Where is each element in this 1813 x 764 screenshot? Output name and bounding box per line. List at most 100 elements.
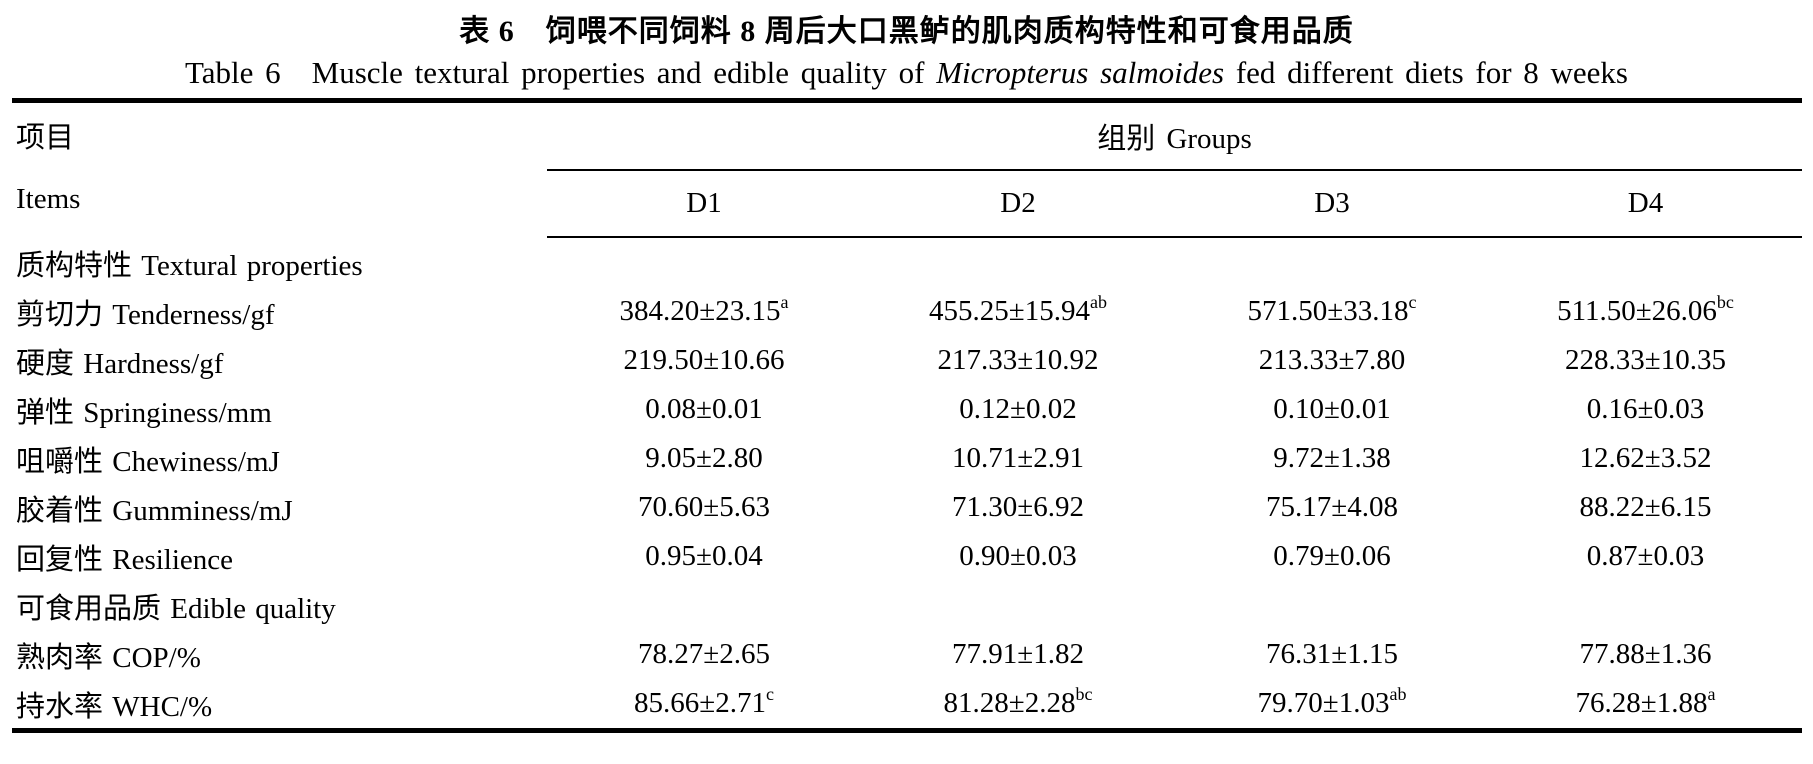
- value-text: 217.33±10.92: [937, 344, 1099, 376]
- value-cell: 219.50±10.66: [547, 336, 861, 385]
- significance-superscript: ab: [1089, 292, 1107, 312]
- value-cell: 571.50±33.18c: [1175, 287, 1489, 336]
- row-label: 熟肉率 COP/%: [16, 641, 201, 674]
- items-header-zh: 项目: [16, 122, 75, 154]
- table-row: 咀嚼性 Chewiness/mJ 9.05±2.80 10.71±2.91 9.72±…: [12, 434, 1802, 483]
- table-row: 弹性 Springiness/mm 0.08±0.01 0.12±0.02 0.10±…: [12, 385, 1802, 434]
- value-cell: 77.88±1.36: [1489, 630, 1802, 679]
- value-text: 455.25±15.94: [929, 295, 1090, 327]
- value-cell: 9.72±1.38: [1175, 434, 1489, 483]
- row-label: 回复性 Resilience: [16, 543, 234, 576]
- results-table: 项目 Items 组别 Groups D1 D2 D3 D4 质构特性 Textura…: [12, 98, 1803, 733]
- value-text: 0.95±0.04: [645, 540, 763, 572]
- value-cell: 85.66±2.71c: [547, 679, 861, 731]
- value-cell: 384.20±23.15a: [547, 287, 861, 336]
- groups-header-cell: 组别 Groups: [547, 100, 1803, 171]
- row-label: 持水率 WHC/%: [16, 690, 213, 723]
- significance-superscript: c: [1408, 292, 1417, 312]
- header-row-groups: 项目 Items 组别 Groups: [12, 100, 1803, 215]
- row-label: 硬度 Hardness/gf: [16, 347, 224, 380]
- value-cell: 0.12±0.02: [861, 385, 1175, 434]
- value-cell: 77.91±1.82: [861, 630, 1175, 679]
- table-title-zh: 表 6 饲喂不同饲料 8 周后大口黑鲈的肌肉质构特性和可食用品质: [459, 15, 1354, 48]
- value-cell: 81.28±2.28bc: [861, 679, 1175, 731]
- table-row: 胶着性 Gumminess/mJ 70.60±5.63 71.30±6.92 75.1…: [12, 483, 1802, 532]
- significance-superscript: a: [1707, 684, 1716, 704]
- value-cell: 76.28±1.88a: [1489, 679, 1802, 731]
- value-text: 511.50±26.06: [1557, 295, 1717, 327]
- value-text: 0.16±0.03: [1586, 393, 1705, 425]
- row-label: 质构特性 Textural properties: [16, 249, 363, 282]
- value-text: 0.10±0.01: [1273, 393, 1391, 425]
- value-cell: 88.22±6.15: [1489, 483, 1802, 532]
- value-cell: 0.90±0.03: [861, 532, 1175, 581]
- row-label: 可食用品质 Edible quality: [16, 592, 336, 625]
- value-cell: 0.08±0.01: [547, 385, 861, 434]
- table-title-en-prefix: Table 6 Muscle textural properties and e…: [185, 55, 937, 90]
- value-text: 77.88±1.36: [1579, 638, 1712, 670]
- table-row: 持水率 WHC/% 85.66±2.71c 81.28±2.28bc 79.70±1.…: [12, 679, 1802, 731]
- table-title-en-suffix: fed different diets for 8 weeks: [1224, 55, 1628, 90]
- value-cell: 0.16±0.03: [1489, 385, 1802, 434]
- value-cell: 455.25±15.94ab: [861, 287, 1175, 336]
- table-row: 硬度 Hardness/gf 219.50±10.66 217.33±10.92 21…: [12, 336, 1802, 385]
- header-row-diet-columns: D1 D2 D3 D4: [12, 170, 1803, 238]
- value-text: 71.30±6.92: [952, 491, 1084, 523]
- value-text: 384.20±23.15: [619, 295, 781, 327]
- value-text: 10.71±2.91: [952, 442, 1084, 474]
- value-cell: 511.50±26.06bc: [1489, 287, 1802, 336]
- row-label: 咀嚼性 Chewiness/mJ: [16, 445, 280, 478]
- items-header-en: Items: [16, 182, 81, 215]
- species-name-italic: Micropterus salmoides: [936, 55, 1225, 90]
- value-text: 76.31±1.15: [1266, 638, 1398, 670]
- group-column-header-d4: D4: [1489, 170, 1803, 238]
- value-cell: 0.87±0.03: [1489, 532, 1802, 581]
- value-cell: 228.33±10.35: [1489, 336, 1802, 385]
- items-header-cell: 项目 Items: [12, 101, 547, 238]
- value-text: 81.28±2.28: [943, 687, 1076, 719]
- value-text: 70.60±5.63: [638, 491, 770, 523]
- value-text: 0.12±0.02: [959, 393, 1077, 425]
- value-cell: 75.17±4.08: [1175, 483, 1489, 532]
- value-text: 12.62±3.52: [1579, 442, 1712, 474]
- row-label: 弹性 Springiness/mm: [16, 396, 272, 429]
- value-text: 9.72±1.38: [1273, 442, 1391, 474]
- table-row: 剪切力 Tenderness/gf 384.20±23.15a 455.25±15.…: [12, 287, 1802, 336]
- value-text: 88.22±6.15: [1579, 491, 1712, 523]
- significance-superscript: ab: [1389, 684, 1407, 704]
- value-cell: 0.79±0.06: [1175, 532, 1489, 581]
- table-title-en: Table 6 Muscle textural properties and e…: [0, 52, 1813, 94]
- group-column-header-d3: D3: [1175, 170, 1489, 238]
- value-text: 78.27±2.65: [638, 638, 770, 670]
- group-column-header-d1: D1: [547, 170, 861, 238]
- value-text: 0.79±0.06: [1273, 540, 1391, 572]
- value-text: 219.50±10.66: [623, 344, 785, 376]
- row-label: 胶着性 Gumminess/mJ: [16, 494, 293, 527]
- value-cell: 76.31±1.15: [1175, 630, 1489, 679]
- value-cell: 79.70±1.03ab: [1175, 679, 1489, 731]
- value-cell: 213.33±7.80: [1175, 336, 1489, 385]
- value-text: 0.90±0.03: [959, 540, 1077, 572]
- significance-superscript: c: [765, 684, 774, 704]
- value-cell: 10.71±2.91: [861, 434, 1175, 483]
- significance-superscript: bc: [1716, 292, 1734, 312]
- section-row: 质构特性 Textural properties: [12, 237, 1802, 287]
- value-text: 9.05±2.80: [645, 442, 763, 474]
- value-text: 228.33±10.35: [1565, 344, 1726, 376]
- value-cell: 71.30±6.92: [861, 483, 1175, 532]
- value-text: 85.66±2.71: [634, 687, 766, 719]
- value-cell: 9.05±2.80: [547, 434, 861, 483]
- value-text: 79.70±1.03: [1257, 687, 1390, 719]
- table-row: 回复性 Resilience 0.95±0.04 0.90±0.03 0.79±0.0…: [12, 532, 1802, 581]
- value-text: 0.08±0.01: [645, 393, 763, 425]
- table-row: 熟肉率 COP/% 78.27±2.65 77.91±1.82 76.31±1.15 7…: [12, 630, 1802, 679]
- value-text: 213.33±7.80: [1258, 344, 1406, 376]
- value-cell: 70.60±5.63: [547, 483, 861, 532]
- group-column-header-d2: D2: [861, 170, 1175, 238]
- significance-superscript: a: [780, 292, 789, 312]
- value-text: 0.87±0.03: [1586, 540, 1705, 572]
- value-text: 77.91±1.82: [952, 638, 1084, 670]
- section-row: 可食用品质 Edible quality: [12, 581, 1802, 630]
- value-cell: 78.27±2.65: [547, 630, 861, 679]
